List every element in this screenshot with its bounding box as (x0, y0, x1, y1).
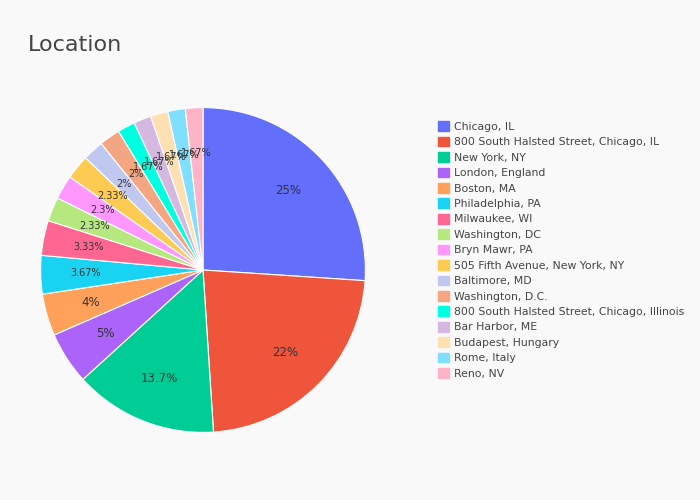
Text: 3.67%: 3.67% (71, 268, 102, 278)
Wedge shape (57, 177, 203, 270)
Text: 1.67%: 1.67% (144, 156, 175, 166)
Wedge shape (70, 158, 203, 270)
Wedge shape (85, 144, 203, 270)
Text: Location: Location (28, 35, 122, 55)
Text: 2%: 2% (128, 170, 144, 179)
Text: 1.67%: 1.67% (156, 152, 187, 162)
Text: 13.7%: 13.7% (141, 372, 178, 385)
Wedge shape (41, 256, 203, 294)
Text: 4%: 4% (81, 296, 100, 309)
Text: 3.33%: 3.33% (73, 242, 104, 252)
Text: 1.67%: 1.67% (169, 150, 199, 160)
Wedge shape (54, 270, 203, 380)
Text: 1.67%: 1.67% (132, 162, 163, 172)
Wedge shape (203, 108, 365, 281)
Text: 2.33%: 2.33% (79, 221, 110, 231)
Text: 25%: 25% (275, 184, 302, 196)
Wedge shape (134, 116, 203, 270)
Wedge shape (118, 123, 203, 270)
Text: 1.67%: 1.67% (181, 148, 212, 158)
Wedge shape (41, 220, 203, 270)
Legend: Chicago, IL, 800 South Halsted Street, Chicago, IL, New York, NY, London, Englan: Chicago, IL, 800 South Halsted Street, C… (435, 118, 687, 382)
Wedge shape (83, 270, 214, 432)
Text: 2%: 2% (116, 179, 132, 189)
Wedge shape (48, 198, 203, 270)
Text: 5%: 5% (96, 327, 114, 340)
Wedge shape (43, 270, 203, 335)
Text: 2.33%: 2.33% (97, 191, 128, 201)
Wedge shape (186, 108, 203, 270)
Wedge shape (168, 108, 203, 270)
Wedge shape (150, 112, 203, 270)
Text: 2.3%: 2.3% (90, 206, 115, 216)
Wedge shape (102, 132, 203, 270)
Wedge shape (203, 270, 365, 432)
Text: 22%: 22% (272, 346, 299, 359)
